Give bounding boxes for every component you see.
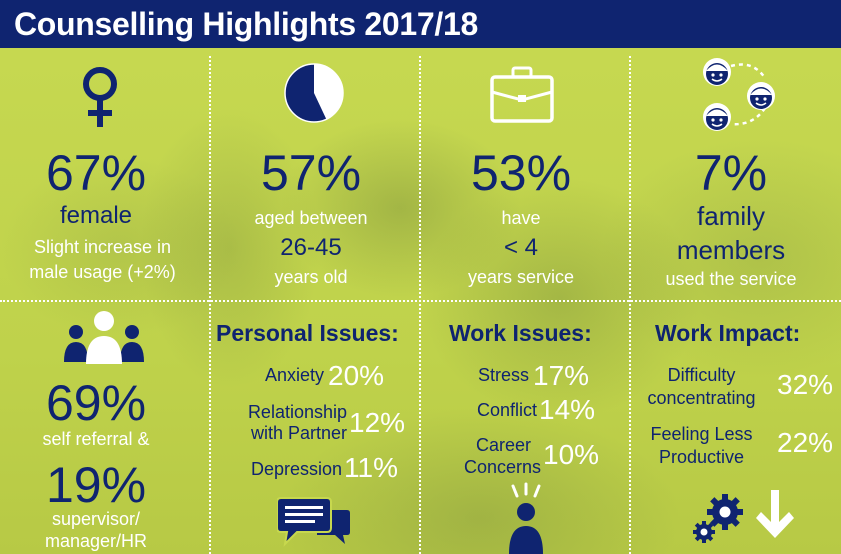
pie-chart-icon: [284, 63, 344, 123]
personal-item-anxiety-percent: 20%: [328, 360, 385, 391]
family-percent: 7%: [694, 145, 768, 201]
impact-item-difficulty-percent: 32%: [777, 369, 834, 400]
family-faces-icon: [703, 58, 775, 131]
service-range: < 4: [503, 234, 539, 261]
referral-label-2-line1: supervisor/: [51, 509, 141, 529]
service-line2: years service: [467, 267, 575, 287]
panel-work-impact: Work Impact: Difficulty concentrating 32…: [631, 302, 841, 554]
panel-female: 67% female Slight increase in male usage…: [0, 56, 209, 300]
panel-personal-issues: Personal Issues: Anxiety 20% Relationshi…: [211, 302, 419, 554]
impact-item-difficulty-label-line1: Difficulty: [667, 365, 736, 385]
impact-item-productive-label-line2: Productive: [658, 447, 745, 467]
referral-percent-1: 69%: [45, 375, 147, 431]
group-people-icon: [64, 311, 144, 364]
panel-family: 7% family members used the service: [631, 56, 841, 300]
divider-vertical: [629, 56, 631, 554]
work-item-career-percent: 10%: [543, 439, 600, 470]
age-range: 26-45: [280, 234, 342, 261]
work-item-career-label-line2: Concerns: [463, 457, 541, 477]
gears-down-arrow-icon: [693, 490, 794, 543]
service-line1: have: [501, 208, 541, 228]
impact-heading: Work Impact:: [655, 320, 801, 346]
referral-label-1: self referral &: [42, 429, 150, 449]
referral-percent-2: 19%: [45, 457, 147, 513]
personal-item-relationship-percent: 12%: [349, 407, 406, 438]
panel-service: 53% have < 4 years service: [421, 56, 629, 300]
personal-item-depression-label: Depression: [250, 459, 342, 479]
stressed-person-icon: [509, 482, 543, 554]
divider-horizontal: [0, 300, 841, 302]
personal-item-depression-percent: 11%: [344, 452, 398, 483]
personal-heading: Personal Issues:: [216, 320, 399, 346]
speech-bubbles-icon: [277, 497, 350, 547]
briefcase-icon: [490, 66, 554, 123]
work-item-career-label-line1: Career: [475, 435, 531, 455]
age-line1: aged between: [254, 208, 368, 228]
work-item-stress-percent: 17%: [533, 360, 590, 391]
work-item-conflict-percent: 14%: [539, 394, 596, 425]
female-note-line2: male usage (+2%): [29, 262, 176, 282]
female-symbol-icon: [83, 67, 117, 127]
work-item-stress-label: Stress: [477, 365, 529, 385]
work-heading: Work Issues:: [449, 320, 592, 346]
service-percent: 53%: [470, 145, 572, 201]
header-bar: Counselling Highlights 2017/18: [0, 0, 841, 48]
female-percent: 67%: [45, 145, 147, 201]
impact-item-difficulty-label-line2: concentrating: [647, 388, 756, 408]
referral-label-2-line2: manager/HR: [44, 531, 148, 551]
panel-age: 57% aged between 26-45 years old: [211, 56, 419, 300]
panel-referral: 69% self referral & 19% supervisor/ mana…: [0, 302, 209, 554]
personal-item-anxiety-label: Anxiety: [264, 365, 324, 385]
panel-work-issues: Work Issues: Stress 17% Conflict 14% Car…: [421, 302, 629, 554]
personal-item-relationship-label-line2: with Partner: [250, 423, 347, 443]
divider-vertical: [419, 56, 421, 554]
impact-item-productive-label-line1: Feeling Less: [650, 424, 753, 444]
personal-item-relationship-label-line1: Relationship: [247, 402, 347, 422]
work-item-conflict-label: Conflict: [476, 400, 537, 420]
family-line1: family: [697, 201, 765, 231]
divider-vertical: [209, 56, 211, 554]
family-line2: members: [676, 235, 786, 265]
female-label: female: [59, 202, 133, 229]
female-note-line1: Slight increase in: [33, 237, 172, 257]
age-percent: 57%: [260, 145, 362, 201]
impact-item-productive-percent: 22%: [777, 427, 834, 458]
age-line2: years old: [274, 267, 348, 287]
family-line3: used the service: [665, 269, 797, 289]
page-title: Counselling Highlights 2017/18: [14, 6, 478, 42]
pie-slice-age: [285, 64, 327, 123]
